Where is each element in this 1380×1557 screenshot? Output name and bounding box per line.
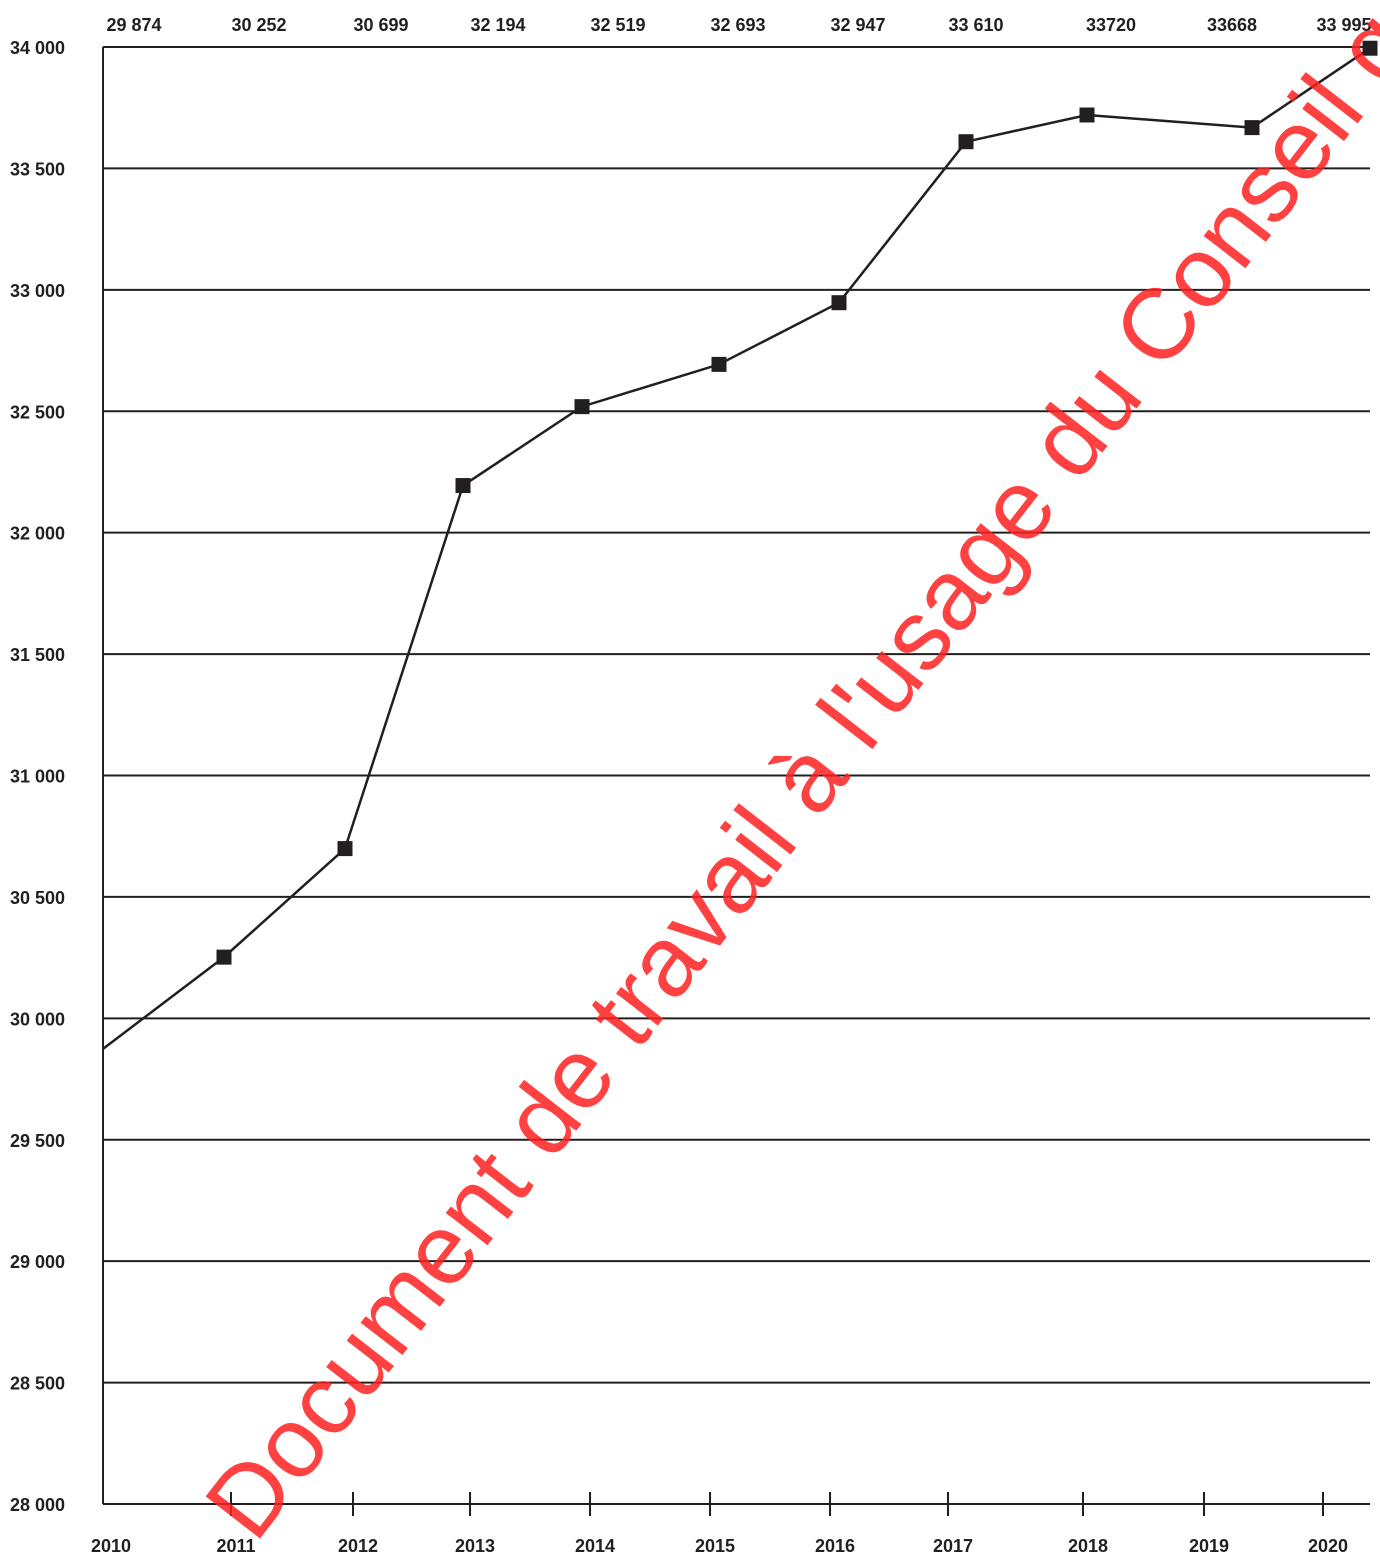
- data-point-2015: [711, 356, 727, 372]
- gridlines: [103, 46, 1370, 1384]
- y-tick-label-31500: 31 500: [10, 645, 65, 665]
- data-point-2017: [958, 134, 974, 150]
- data-label-2011: 30 252: [231, 15, 286, 35]
- x-tick-label-2014: 2014: [575, 1536, 615, 1556]
- data-label-2018: 33720: [1086, 15, 1136, 35]
- data-point-2013: [455, 478, 471, 494]
- data-label-2015: 32 693: [710, 15, 765, 35]
- y-tick-label-28000: 28 000: [10, 1495, 65, 1515]
- data-label-2012: 30 699: [353, 15, 408, 35]
- y-tick-label-29500: 29 500: [10, 1131, 65, 1151]
- x-tick-label-2018: 2018: [1068, 1536, 1108, 1556]
- y-tick-label-29000: 29 000: [10, 1252, 65, 1272]
- data-point-2018: [1079, 107, 1095, 123]
- data-label-2010: 29 874: [106, 15, 161, 35]
- watermark-text: Document de travail à l'usage du Conseil…: [184, 0, 1380, 1557]
- y-tick-label-32500: 32 500: [10, 402, 65, 422]
- x-tick-label-2011: 2011: [216, 1536, 255, 1556]
- data-label-2017: 33 610: [948, 15, 1003, 35]
- data-point-2019: [1244, 120, 1260, 136]
- data-point-2020: [1362, 40, 1378, 56]
- x-tick-label-2017: 2017: [933, 1536, 973, 1556]
- y-tick-label-28500: 28 500: [10, 1374, 65, 1394]
- axes: [102, 47, 1370, 1516]
- x-tick-label-2015: 2015: [695, 1536, 735, 1556]
- data-point-2012: [337, 841, 353, 857]
- data-point-2011: [216, 949, 232, 965]
- x-tick-label-2016: 2016: [815, 1536, 855, 1556]
- x-tick-label-2019: 2019: [1189, 1536, 1229, 1556]
- data-point-2014: [574, 399, 590, 415]
- data-label-2013: 32 194: [470, 15, 525, 35]
- data-point-2016: [831, 295, 847, 311]
- x-tick-labels: 2010 2011 2012 2013 2014 2015 2016 2017 2018 2019…: [91, 1536, 1348, 1556]
- y-tick-label-33500: 33 500: [10, 159, 65, 179]
- y-tick-label-30500: 30 500: [10, 888, 65, 908]
- x-tick-label-2020: 2020: [1308, 1536, 1348, 1556]
- y-tick-label-32000: 32 000: [10, 524, 65, 544]
- x-tick-label-2010: 2010: [91, 1536, 131, 1556]
- data-points: [216, 40, 1378, 965]
- watermark: Document de travail à l'usage du Conseil…: [184, 0, 1380, 1557]
- y-tick-label-30000: 30 000: [10, 1009, 65, 1029]
- y-tick-labels: 28 000 28 500 29 000 29 500 30 000 30 500 31 0…: [10, 38, 65, 1515]
- data-label-2019: 33668: [1207, 15, 1257, 35]
- data-label-2020: 33 995: [1316, 15, 1371, 35]
- data-labels-top: 29 874 30 252 30 699 32 194 32 519 32 693 32 9…: [106, 15, 1371, 35]
- data-label-2016: 32 947: [830, 15, 885, 35]
- x-tick-label-2012: 2012: [338, 1536, 378, 1556]
- y-tick-label-31000: 31 000: [10, 767, 65, 787]
- data-label-2014: 32 519: [590, 15, 645, 35]
- y-tick-label-33000: 33 000: [10, 281, 65, 301]
- y-tick-label-34000: 34 000: [10, 38, 65, 58]
- x-tick-label-2013: 2013: [455, 1536, 495, 1556]
